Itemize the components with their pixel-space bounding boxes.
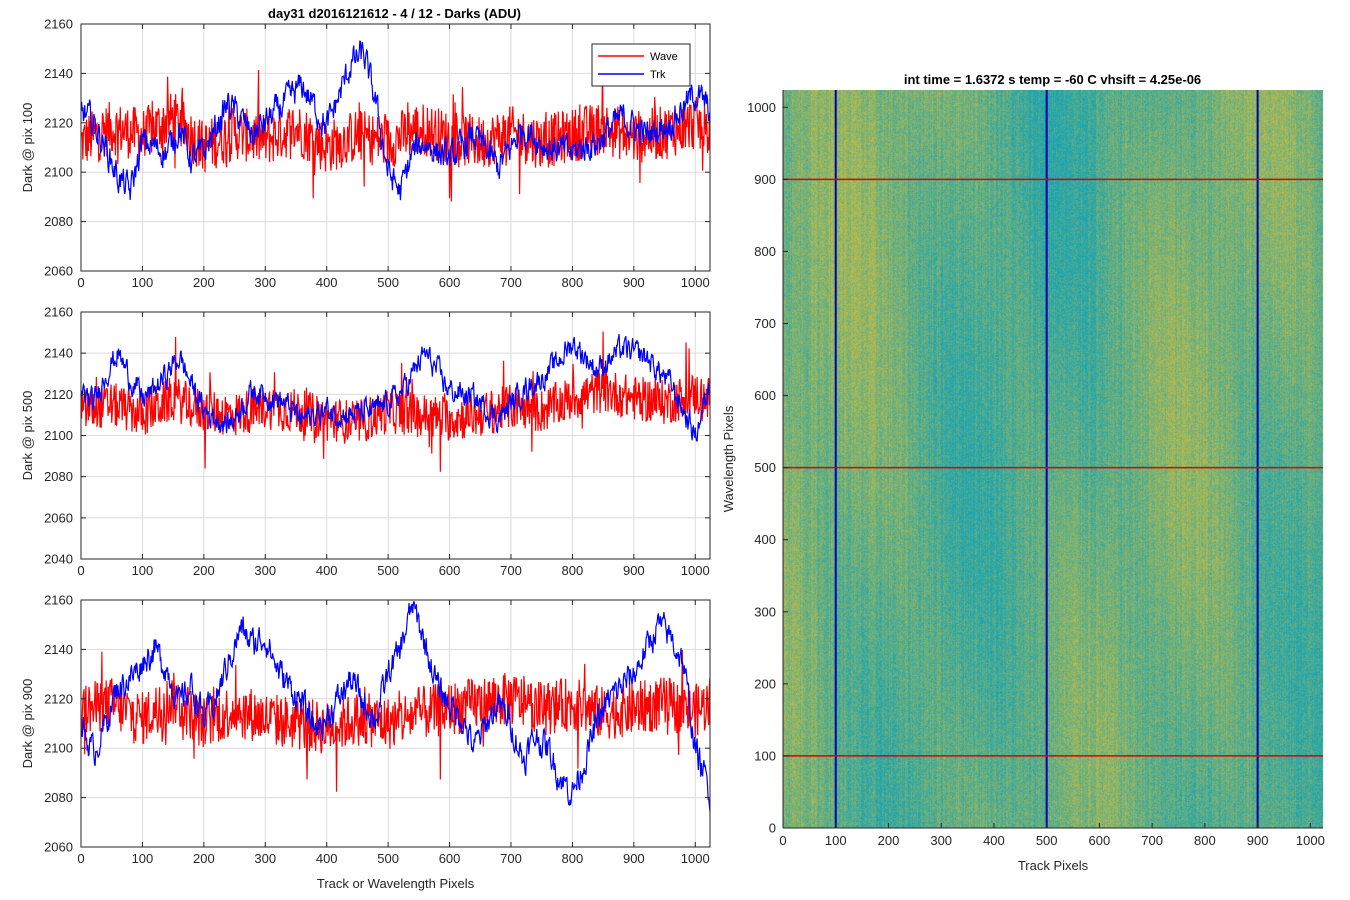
x-tick-label: 100: [132, 851, 154, 866]
x-tick-label: 800: [562, 851, 584, 866]
legend-box: [591, 43, 691, 87]
x-tick-label: 200: [193, 851, 215, 866]
y-tick-label: 800: [754, 244, 776, 259]
x-tick-label: 700: [500, 275, 522, 290]
x-tick-label: 0: [779, 833, 786, 848]
x-tick-label: 900: [623, 275, 645, 290]
x-tick-label: 800: [562, 563, 584, 578]
x-tick-label: 300: [254, 851, 276, 866]
y-tick-label: 600: [754, 388, 776, 403]
figure-title: day31 d2016121612 - 4 / 12 - Darks (ADU): [268, 6, 521, 21]
legend-label-trk: Trk: [650, 69, 666, 81]
x-tick-label: 1000: [1296, 833, 1325, 848]
x-tick-label: 0: [77, 275, 84, 290]
y-tick-label: 1000: [747, 100, 776, 115]
x-tick-label: 1000: [681, 275, 710, 290]
x-tick-label: 600: [1089, 833, 1111, 848]
heatmap-title: int time = 1.6372 s temp = -60 C vhsift …: [904, 72, 1201, 87]
y-tick-label: 2140: [44, 642, 73, 657]
x-tick-label: 500: [377, 275, 399, 290]
x-tick-label: 400: [316, 563, 338, 578]
y-tick-label: 2140: [44, 66, 73, 81]
y-tick-label: 500: [754, 460, 776, 475]
y-tick-label: 400: [754, 532, 776, 547]
x-tick-label: 600: [439, 275, 461, 290]
x-tick-label: 600: [439, 851, 461, 866]
line-panel-1: 0 100 200 300 400 500 600 700 800 900 1000 2060 2080…: [20, 17, 711, 290]
y-axis-label: Wavelength Pixels: [721, 405, 736, 512]
x-tick-label: 300: [254, 563, 276, 578]
y-tick-label: 2060: [44, 510, 73, 525]
x-tick-label: 400: [983, 833, 1005, 848]
x-tick-label: 800: [562, 275, 584, 290]
x-tick-label: 1000: [681, 563, 710, 578]
x-tick-label: 700: [500, 563, 522, 578]
y-tick-label: 2100: [44, 428, 73, 443]
x-tick-label: 800: [1194, 833, 1216, 848]
legend-label-wave: Wave: [650, 51, 678, 63]
series-wave: [80, 649, 711, 792]
x-tick-label: 200: [193, 275, 215, 290]
line-panel-2: 0 100 200 300 400 500 600 700 800 900 1000 2040 2060…: [20, 305, 711, 578]
x-tick-label: 500: [1036, 833, 1058, 848]
x-tick-label: 100: [132, 563, 154, 578]
heatmap-panel: 0 100 200 300 400 500 600 700 800 900 1000 0 100 200 3…: [721, 90, 1325, 873]
y-tick-label: 2080: [44, 790, 73, 805]
y-tick-label: 2120: [44, 387, 73, 402]
y-tick-label: 2060: [44, 840, 73, 855]
x-tick-label: 300: [254, 275, 276, 290]
x-tick-label: 1000: [681, 851, 710, 866]
x-tick-label: 300: [930, 833, 952, 848]
x-tick-label: 500: [377, 851, 399, 866]
x-tick-label: 200: [878, 833, 900, 848]
x-tick-label: 700: [1141, 833, 1163, 848]
x-tick-label: 900: [1247, 833, 1269, 848]
x-tick-label: 600: [439, 563, 461, 578]
y-tick-label: 2100: [44, 165, 73, 180]
axes-frame: [80, 23, 711, 272]
x-tick-label: 200: [193, 563, 215, 578]
axes-frame: [80, 599, 711, 848]
y-tick-label: 2120: [44, 115, 73, 130]
x-tick-label: 0: [77, 563, 84, 578]
x-tick-label: 900: [623, 851, 645, 866]
y-axis-label: Dark @ pix 100: [20, 103, 35, 193]
series-trk: [80, 601, 711, 812]
line-panel-3: 0 100 200 300 400 500 600 700 800 900 1000 2060 2080…: [20, 593, 711, 891]
y-axis-label: Dark @ pix 900: [20, 679, 35, 769]
x-tick-label: 400: [316, 275, 338, 290]
y-tick-label: 2080: [44, 469, 73, 484]
y-tick-label: 300: [754, 604, 776, 619]
y-tick-label: 2080: [44, 214, 73, 229]
y-tick-label: 2100: [44, 741, 73, 756]
y-tick-label: 0: [769, 821, 776, 836]
x-tick-label: 400: [316, 851, 338, 866]
y-axis-label: Dark @ pix 500: [20, 391, 35, 481]
x-axis-label: Track or Wavelength Pixels: [317, 876, 475, 891]
y-tick-label: 2040: [44, 552, 73, 567]
y-tick-label: 2140: [44, 346, 73, 361]
x-tick-label: 0: [77, 851, 84, 866]
y-tick-label: 900: [754, 172, 776, 187]
y-tick-label: 100: [754, 748, 776, 763]
series-trk: [80, 40, 711, 201]
y-tick-label: 2160: [44, 305, 73, 320]
x-axis-label: Track Pixels: [1018, 858, 1089, 873]
y-tick-label: 700: [754, 316, 776, 331]
x-tick-label: 900: [623, 563, 645, 578]
y-tick-label: 200: [754, 676, 776, 691]
y-tick-label: 2060: [44, 264, 73, 279]
x-tick-label: 100: [132, 275, 154, 290]
heatmap-image: [783, 90, 1323, 828]
legend: Wave Trk: [591, 43, 691, 87]
x-tick-label: 500: [377, 563, 399, 578]
y-tick-label: 2160: [44, 17, 73, 32]
series-wave: [80, 331, 711, 472]
y-tick-label: 2160: [44, 593, 73, 608]
series-trk: [80, 334, 711, 442]
x-tick-label: 100: [825, 833, 847, 848]
x-tick-label: 700: [500, 851, 522, 866]
y-tick-label: 2120: [44, 691, 73, 706]
